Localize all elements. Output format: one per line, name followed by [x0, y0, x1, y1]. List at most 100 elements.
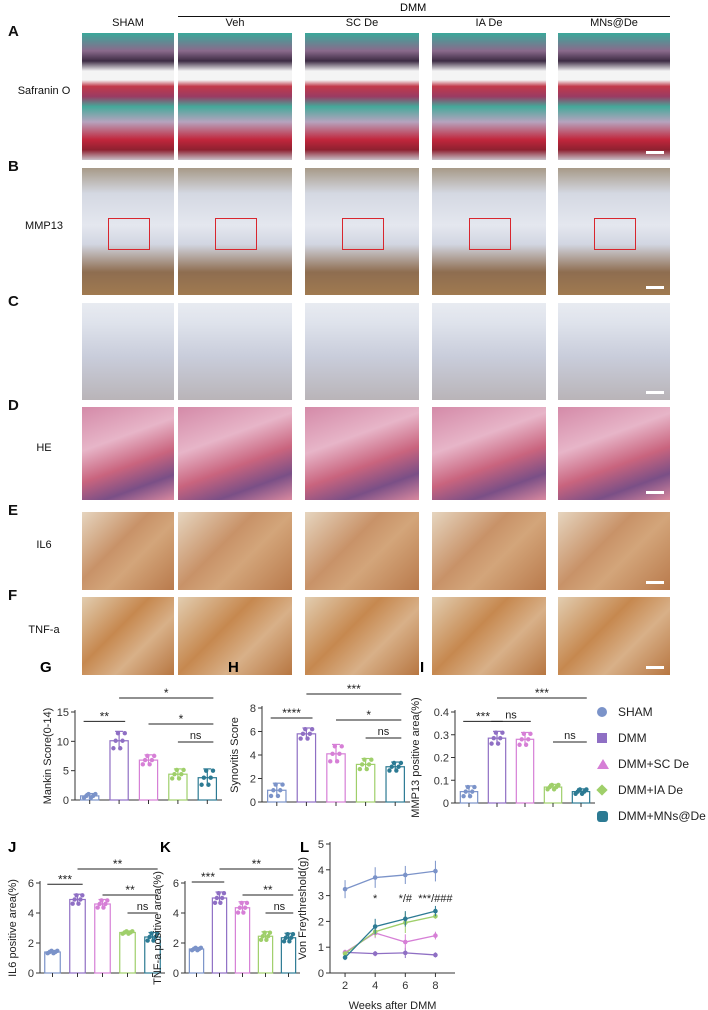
data-point	[433, 933, 438, 938]
column-label: IA De	[475, 17, 503, 29]
panel-label: D	[8, 397, 19, 414]
row-label: HE	[36, 441, 52, 454]
y-tick-label: 10	[57, 736, 69, 748]
significance-label: ***	[201, 870, 215, 884]
significance-label: */#	[399, 893, 413, 905]
x-tick-label: 2	[342, 980, 348, 992]
data-point	[216, 891, 221, 896]
significance-label: ***	[476, 709, 490, 723]
row-label: MMP13	[25, 219, 63, 232]
data-point	[142, 757, 148, 763]
bar	[188, 948, 205, 974]
y-tick-label: 2	[173, 938, 179, 950]
data-point	[174, 767, 179, 773]
data-point	[461, 793, 466, 799]
data-point	[493, 730, 499, 735]
data-point	[465, 784, 471, 790]
y-tick-label: 0	[173, 968, 179, 980]
data-point	[115, 731, 121, 736]
y-tick-label: 0	[63, 795, 69, 807]
y-tick-label: 6	[173, 878, 179, 890]
micrograph	[82, 33, 174, 160]
micrograph	[82, 512, 174, 590]
micrograph	[82, 303, 174, 400]
y-axis-label: Von Freythreshold(g)	[297, 857, 309, 960]
significance-label: ***	[58, 872, 72, 886]
data-point	[55, 948, 60, 953]
data-point	[130, 929, 135, 934]
y-tick-label: 1	[318, 942, 324, 954]
panel-label: B	[8, 158, 19, 175]
data-point	[372, 951, 378, 956]
significance-label: ns	[137, 901, 149, 913]
data-point	[523, 742, 529, 747]
data-point	[359, 762, 365, 767]
data-point	[260, 934, 266, 939]
data-point	[264, 937, 269, 943]
data-point	[307, 731, 313, 737]
data-point	[113, 738, 118, 743]
legend-marker-circle-icon	[597, 707, 607, 717]
legend-label: SHAM	[618, 705, 653, 719]
data-point	[208, 775, 213, 780]
data-point	[281, 939, 287, 944]
data-point	[283, 935, 289, 940]
data-point	[372, 924, 378, 929]
data-point	[122, 731, 127, 736]
data-point	[273, 782, 278, 787]
panel-label: L	[300, 839, 309, 856]
y-tick-label: 4	[28, 908, 34, 920]
data-point	[275, 793, 281, 799]
significance-label: ns	[505, 709, 517, 721]
data-point	[170, 776, 175, 781]
data-point	[369, 757, 374, 762]
data-point	[181, 767, 186, 773]
data-point	[268, 793, 274, 799]
y-tick-label: 2	[318, 916, 324, 928]
data-point	[101, 905, 106, 910]
y-axis-label: Mankin Score(0-14)	[42, 708, 54, 805]
y-tick-label: 8	[250, 703, 256, 715]
micrograph	[82, 407, 174, 500]
data-point	[463, 789, 468, 794]
panel-label: E	[8, 502, 19, 519]
significance-label: ns	[190, 730, 202, 742]
legend-label: DMM+MNs@De	[618, 809, 706, 823]
scale-bar	[646, 391, 664, 394]
data-point	[433, 908, 438, 914]
significance-label: ns	[564, 730, 576, 742]
data-point	[403, 916, 408, 922]
data-point	[218, 900, 223, 905]
data-point	[398, 760, 404, 766]
data-point	[147, 934, 152, 940]
y-axis-label: IL6 positive area(%)	[7, 879, 19, 977]
data-point	[149, 757, 155, 763]
data-point	[78, 897, 83, 902]
significance-label: ns	[274, 901, 286, 913]
data-point	[389, 764, 394, 769]
data-point	[118, 746, 123, 751]
panel-label: J	[8, 839, 16, 856]
y-tick-label: 2	[250, 774, 256, 786]
data-point	[396, 764, 401, 769]
data-point	[521, 731, 527, 737]
micrograph	[305, 33, 419, 160]
y-tick-label: 0	[318, 968, 324, 980]
micrograph	[432, 168, 546, 295]
y-tick-label: 15	[57, 707, 69, 719]
data-point	[300, 731, 306, 737]
micrograph	[178, 303, 292, 400]
data-point	[549, 782, 555, 788]
legend-marker-triangle-icon	[597, 759, 609, 769]
data-point	[290, 931, 296, 937]
zoom-region-box	[342, 218, 384, 250]
zoom-region-box	[108, 218, 150, 250]
bar	[119, 931, 136, 974]
column-label: Veh	[225, 17, 245, 29]
micrograph	[305, 303, 419, 400]
data-point	[242, 905, 248, 910]
scale-bar	[646, 491, 664, 494]
data-point	[221, 891, 227, 896]
data-point	[280, 782, 285, 787]
significance-label: ***	[347, 682, 361, 696]
